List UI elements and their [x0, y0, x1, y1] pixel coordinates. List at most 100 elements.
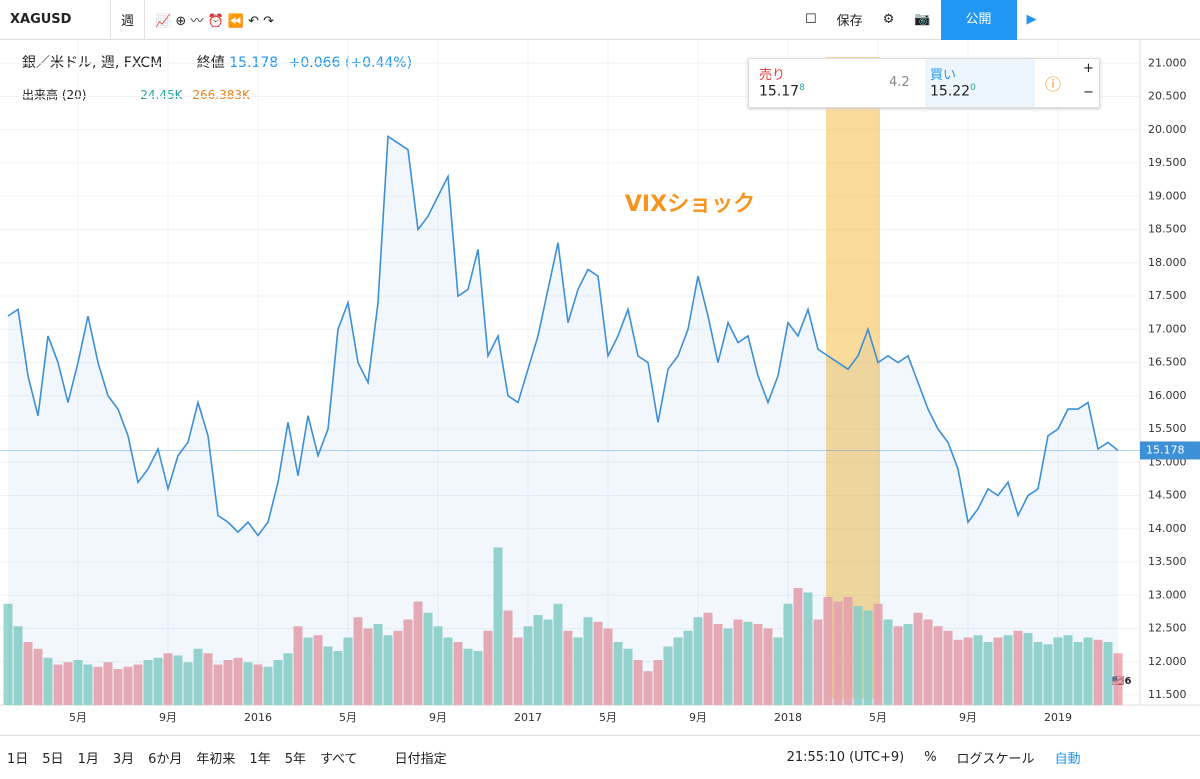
volume-bar [743, 621, 753, 705]
play-btn[interactable]: ▶ [1026, 12, 1037, 27]
minus[interactable]: − [1083, 85, 1094, 100]
volume-bar [673, 637, 683, 705]
volume-bar [33, 648, 43, 705]
volume-bar [283, 653, 293, 705]
y-tick-label: 17.000 [1148, 322, 1187, 335]
volume-bar [623, 648, 633, 705]
volume-bar [663, 646, 673, 705]
save-btn[interactable]: 保存 [836, 14, 863, 29]
buy[interactable]: 買い 15.220 [925, 59, 1035, 107]
symbol[interactable]: XAGUSD [10, 12, 72, 27]
interval[interactable]: 週 [121, 14, 135, 29]
volume-bar [913, 612, 923, 705]
volume-bar [1063, 635, 1073, 705]
range-btn[interactable]: 年初来 [196, 752, 236, 767]
info-icon[interactable]: ⓘ [1045, 75, 1062, 94]
y-tick-label: 16.500 [1148, 356, 1187, 369]
volume-bar [343, 637, 353, 705]
chart: VIXショック 11.500 12.000 12.500 13.000 13.500 14… [0, 40, 1200, 724]
volume-bar [503, 610, 513, 705]
volume-bar [143, 660, 153, 705]
volume-bar [883, 619, 893, 705]
volume-bar [653, 660, 663, 705]
volume-bar [233, 657, 243, 705]
volume-bar [793, 588, 803, 705]
last-price-tag [1140, 441, 1200, 460]
volume-bar [1003, 635, 1013, 705]
publish-btn[interactable]: 公開 [940, 0, 1017, 40]
range-btn[interactable]: 5年 [284, 752, 306, 767]
sell[interactable]: 売り 15.178 [759, 64, 829, 99]
volume-bar [693, 617, 703, 705]
volume-bar [613, 642, 623, 705]
volume-bar [593, 621, 603, 705]
volume-bar [1113, 653, 1123, 705]
volume-bar [463, 648, 473, 705]
highlight-band [826, 57, 880, 699]
trade-panel: 売り 15.178 4.2 買い 15.220 ⓘ + − [748, 58, 1100, 108]
volume-bar [903, 624, 913, 705]
volume-bar [493, 547, 503, 705]
volume-bar [473, 651, 483, 705]
volume-bar [223, 660, 233, 705]
volume-bar [123, 666, 133, 705]
range-btn[interactable]: 1月 [77, 752, 99, 767]
volume-bar [893, 626, 903, 705]
plus[interactable]: + [1083, 61, 1094, 76]
volume-bar [573, 637, 583, 705]
x-tick-label: 5月 [69, 711, 87, 724]
volume-bar [173, 655, 183, 705]
y-tick-label: 18.000 [1148, 256, 1187, 269]
range-btn[interactable]: 1年 [249, 752, 271, 767]
goto-date[interactable]: 日付指定 [394, 752, 447, 767]
x-tick-label: 2016 [244, 711, 272, 724]
volume-bar [273, 660, 283, 705]
volume-bar [943, 630, 953, 705]
y-tick-label: 13.000 [1148, 588, 1187, 601]
volume-bar [973, 635, 983, 705]
volume-bar [93, 666, 103, 705]
volume-bar [13, 626, 23, 705]
volume-bar [183, 662, 193, 705]
y-tick-label: 18.500 [1148, 223, 1187, 236]
volume-bar [783, 603, 793, 705]
y-tick-label: 15.500 [1148, 422, 1187, 435]
y-tick-label: 19.500 [1148, 156, 1187, 169]
volume-bar [603, 628, 613, 705]
y-tick-label: 11.500 [1148, 688, 1187, 701]
y-tick-label: 21.000 [1148, 56, 1187, 69]
range-btn[interactable]: 1日 [7, 752, 29, 767]
range-btn[interactable]: 6か月 [148, 752, 183, 767]
volume-bar [153, 657, 163, 705]
sell-pip: 8 [799, 83, 805, 93]
log-btn[interactable]: ログスケール [956, 752, 1035, 767]
range-btn[interactable]: 5日 [42, 752, 64, 767]
settings-btn[interactable]: ⚙ [882, 12, 895, 27]
auto-btn[interactable]: 自動 [1054, 752, 1081, 767]
tools: 📈 ⊕ 〰 ⏰ ⏪ ↶ ↷ [155, 14, 275, 29]
volume-bar [53, 664, 63, 705]
layout-btn[interactable]: ☐ [805, 12, 817, 27]
volume-bar [63, 662, 73, 705]
volume-bar [773, 637, 783, 705]
y-tick-label: 12.500 [1148, 622, 1187, 635]
volume-bar [1083, 637, 1093, 705]
volume-bar [193, 648, 203, 705]
sell-price: 15.17 [759, 83, 800, 100]
range-btn[interactable]: すべて [319, 752, 358, 767]
volume-bar [633, 660, 643, 705]
percent-btn[interactable]: % [924, 750, 937, 765]
volume-bar [643, 671, 653, 705]
volume-bar [1103, 642, 1113, 705]
volume-bar [383, 635, 393, 705]
range-btn[interactable]: 3月 [112, 752, 135, 767]
volume-bar [243, 662, 253, 705]
volume-bar [323, 646, 333, 705]
y-tick-label: 13.500 [1148, 555, 1187, 568]
volume-bar [803, 592, 813, 705]
camera-btn[interactable]: 📷 [914, 12, 931, 27]
volume-legend: 出来高 (20) 24.45K 266.383K [22, 86, 250, 103]
volume-bar [543, 619, 553, 705]
y-tick-label: 14.000 [1148, 522, 1187, 535]
flag-count: 🇺🇸6 [1112, 676, 1132, 687]
